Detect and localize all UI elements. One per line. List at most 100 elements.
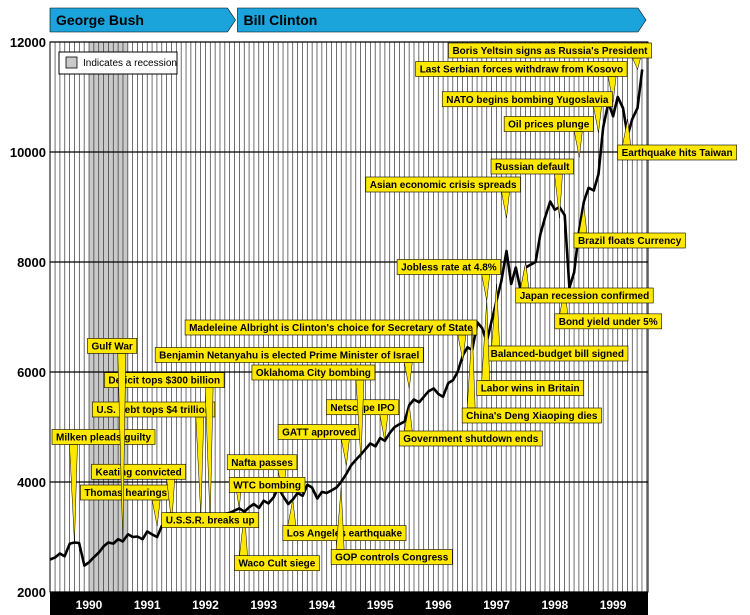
callout-box xyxy=(87,338,138,354)
callout-label: Bond yield under 5% xyxy=(559,317,658,328)
callout-box xyxy=(573,232,686,249)
event-callout: Jobless rate at 4.8% xyxy=(396,259,502,301)
callout-box xyxy=(228,477,306,493)
event-callout: Waco Cult siege xyxy=(234,511,320,572)
event-callout: Keating convicted xyxy=(91,463,186,524)
y-tick-label: 2000 xyxy=(17,585,46,600)
event-callout: Oil prices plunge xyxy=(503,116,594,158)
event-callout: Benjamin Netanyahu is elected Prime Mini… xyxy=(154,347,424,389)
event-callout: WTC bombing xyxy=(228,477,306,509)
callout-label: GATT approved xyxy=(282,428,356,439)
callout-label: WTC bombing xyxy=(233,480,301,491)
callout-label: Milken pleads guilty xyxy=(56,433,151,444)
callout-box xyxy=(503,116,594,132)
callout-label: Boris Yeltsin signs as Russia's Presiden… xyxy=(452,46,648,57)
callout-box xyxy=(91,463,186,480)
callout-label: China's Deng Xiaoping dies xyxy=(466,411,598,422)
callout-pointer xyxy=(481,274,490,301)
event-callout: Asian economic crisis spreads xyxy=(365,176,521,219)
callout-box xyxy=(617,144,737,161)
callout-pointer xyxy=(481,300,490,381)
x-tick-label: 1997 xyxy=(483,598,510,612)
callout-pointer xyxy=(341,439,350,466)
x-tick-label: 1995 xyxy=(367,598,394,612)
callout-box xyxy=(184,319,478,336)
callout-label: Japan recession confirmed xyxy=(520,291,650,302)
callout-label: Madeleine Albright is Clinton's choice f… xyxy=(189,323,473,334)
callout-label: Asian economic crisis spreads xyxy=(370,180,517,191)
event-callout: Thomas hearings xyxy=(80,484,172,527)
x-tick-label: 1993 xyxy=(250,598,277,612)
event-callout: Russian default xyxy=(490,158,574,219)
x-tick-label: 1996 xyxy=(425,598,452,612)
event-callout: GATT approved xyxy=(277,424,361,466)
callout-pointer xyxy=(403,362,413,389)
event-callout: Last Serbian forces withdraw from Kosovo xyxy=(415,61,628,103)
event-callout: China's Deng Xiaoping dies xyxy=(461,327,602,424)
callout-label: Deficit tops $300 billion xyxy=(108,376,220,387)
y-tick-label: 12000 xyxy=(10,35,46,50)
event-callout: Japan recession confirmed xyxy=(515,261,654,304)
callout-pointer xyxy=(204,387,214,522)
callout-label: GOP controls Congress xyxy=(335,553,449,564)
event-callout: Balanced-budget bill signed xyxy=(486,283,629,362)
callout-label: Thomas hearings xyxy=(84,488,167,499)
callout-label: Jobless rate at 4.8% xyxy=(401,263,497,274)
callout-box xyxy=(226,454,298,471)
callout-box xyxy=(448,42,652,59)
callout-label: Labor wins in Britain xyxy=(481,384,580,395)
callout-box xyxy=(104,372,225,388)
callout-label: Earthquake hits Taiwan xyxy=(622,148,733,159)
callout-pointer xyxy=(195,416,205,516)
callout-box xyxy=(234,555,320,572)
event-callout: Gulf War xyxy=(87,338,138,542)
callout-box xyxy=(476,380,584,396)
callout-label: Balanced-budget bill signed xyxy=(491,349,624,360)
callout-box xyxy=(251,364,376,381)
callout-pointer xyxy=(593,106,602,133)
callout-label: U.S. debt tops $4 trillion xyxy=(96,405,210,416)
event-callout: Labor wins in Britain xyxy=(476,300,584,396)
callout-label: Government shutdown ends xyxy=(403,434,538,445)
callout-label: NATO begins bombing Yugoslavia xyxy=(446,95,609,106)
callout-box xyxy=(330,549,453,565)
callout-label: U.S.S.R. breaks up xyxy=(166,516,255,527)
callout-pointer xyxy=(69,444,78,543)
callout-pointer xyxy=(355,379,365,461)
index-line xyxy=(49,69,644,567)
event-callout: Boris Yeltsin signs as Russia's Presiden… xyxy=(448,42,652,71)
event-callout: Brazil floats Currency xyxy=(573,206,686,249)
event-callout: U.S.S.R. breaks up xyxy=(161,512,259,528)
president-label: George Bush xyxy=(56,12,144,28)
event-callout: Milken pleads guilty xyxy=(51,429,156,543)
callout-box xyxy=(461,407,602,424)
event-callout: Government shutdown ends xyxy=(398,404,543,447)
callout-label: Gulf War xyxy=(91,341,132,352)
callout-pointer xyxy=(501,191,510,219)
event-callout: Madeleine Albright is Clinton's choice f… xyxy=(184,319,478,362)
event-callout: Los Angeles earthquake xyxy=(282,499,407,541)
event-callout: GOP controls Congress xyxy=(330,487,453,565)
callout-pointer xyxy=(335,487,345,550)
callout-box xyxy=(51,429,156,445)
y-tick-label: 8000 xyxy=(17,255,46,270)
callout-label: Oil prices plunge xyxy=(508,120,590,131)
callout-box xyxy=(161,512,259,528)
event-callout: Deficit tops $300 billion xyxy=(104,372,225,522)
callout-box xyxy=(415,61,628,77)
axis-bar xyxy=(50,592,648,615)
president-label: Bill Clinton xyxy=(243,12,317,28)
y-tick-label: 4000 xyxy=(17,475,46,490)
callout-box xyxy=(154,347,424,363)
callout-box xyxy=(554,313,662,330)
callout-pointer xyxy=(151,499,161,527)
callout-label: Keating convicted xyxy=(96,467,182,478)
annotations: Boris Yeltsin signs as Russia's Presiden… xyxy=(51,42,737,572)
callout-box xyxy=(398,430,543,447)
legend: Indicates a recession xyxy=(58,51,178,75)
callout-label: Brazil floats Currency xyxy=(578,236,682,247)
callout-box xyxy=(282,525,407,541)
event-callout: NATO begins bombing Yugoslavia xyxy=(441,91,613,133)
event-callout: Earthquake hits Taiwan xyxy=(617,118,737,161)
